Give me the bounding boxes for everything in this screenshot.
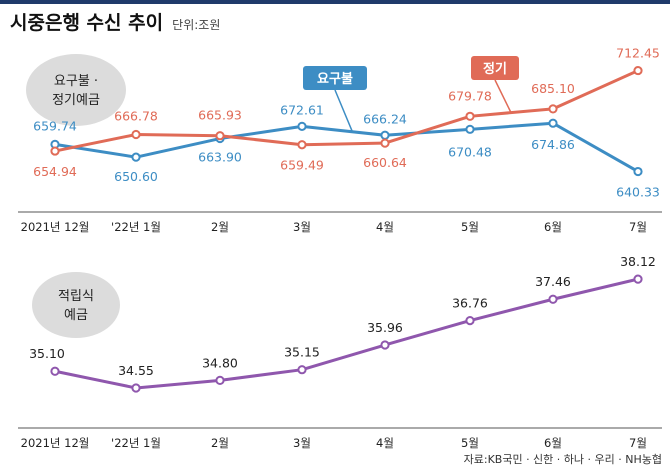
x-tick-label-top: '22년 1월 [111, 220, 161, 234]
x-tick-label-bottom: 2021년 12월 [21, 436, 90, 450]
installment-series-point [297, 365, 307, 375]
badge-circle-top [26, 54, 126, 126]
installment-value-label: 35.96 [367, 320, 403, 335]
demand-tag-leader [334, 89, 353, 132]
source-note: 자료:KB국민 · 신한 · 하나 · 우리 · NH농협 [463, 453, 662, 466]
time-value-label: 660.64 [363, 155, 407, 170]
installment-series-line [54, 277, 639, 390]
demand-series-line [54, 121, 639, 173]
badge-circle-bottom [32, 272, 120, 338]
demand-tag [303, 66, 367, 90]
time-series-point [465, 111, 475, 121]
x-tick-label-top: 2021년 12월 [21, 220, 90, 234]
x-tick-label-top: 4월 [376, 220, 394, 234]
demand-value-label: 674.86 [531, 137, 575, 152]
time-value-label: 659.49 [280, 158, 324, 173]
time-series-point [380, 138, 390, 148]
demand-tag-label: 요구불 [317, 72, 353, 87]
x-tick-label-bottom: '22년 1월 [111, 436, 161, 450]
demand-value-label: 670.48 [448, 144, 492, 159]
installment-value-label: 37.46 [535, 274, 571, 289]
installment-series-point [50, 366, 60, 376]
time-value-label: 712.45 [616, 46, 660, 61]
demand-value-label: 659.74 [33, 118, 77, 133]
demand-value-label: 663.90 [198, 150, 242, 165]
installment-series-point [548, 294, 558, 304]
badge-label-line2: 예금 [64, 308, 88, 323]
installment-value-label: 34.80 [202, 355, 238, 370]
demand-series-point [548, 118, 558, 128]
x-tick-label-bottom: 3월 [293, 436, 311, 450]
header-bar [0, 0, 670, 4]
x-tick-label-top: 2월 [211, 220, 229, 234]
x-tick-label-top: 3월 [293, 220, 311, 234]
installment-value-label: 36.76 [452, 296, 488, 311]
time-value-label: 666.78 [114, 109, 158, 124]
demand-series-point [633, 166, 643, 177]
installment-series-point [633, 274, 643, 284]
time-tag [471, 56, 519, 80]
demand-series-point [465, 124, 475, 134]
installment-series-point [380, 340, 390, 350]
unit-label: 단위:조원 [172, 18, 221, 32]
x-tick-label-top: 6월 [544, 220, 562, 234]
demand-value-label: 650.60 [114, 169, 158, 184]
time-value-label: 679.78 [448, 88, 492, 103]
demand-value-label: 666.24 [363, 111, 407, 126]
installment-value-label: 34.55 [118, 363, 154, 378]
x-tick-label-top: 5월 [461, 220, 479, 234]
time-series-point [131, 129, 141, 140]
time-series-point [215, 131, 225, 141]
badge-label-line1: 요구불 · [54, 74, 98, 89]
chart-header: 시중은행 수신 추이 단위:조원 [10, 8, 220, 35]
x-tick-label-top: 7월 [629, 220, 647, 234]
demand-series-point [380, 130, 390, 140]
installment-series-point [131, 383, 141, 393]
demand-series-point [297, 121, 307, 131]
x-tick-label-bottom: 6월 [544, 436, 562, 450]
demand-value-label: 640.33 [616, 185, 660, 200]
time-tag-label: 정기 [483, 61, 507, 77]
chart-title: 시중은행 수신 추이 [10, 12, 164, 34]
time-value-label: 665.93 [198, 108, 242, 123]
time-series-point [297, 140, 307, 150]
demand-series-point [131, 152, 141, 162]
badge-label-line1: 적립식 [58, 289, 94, 304]
time-tag-leader [494, 79, 512, 113]
installment-value-label: 35.10 [29, 346, 65, 361]
time-series-point [548, 104, 558, 114]
installment-value-label: 38.12 [620, 254, 656, 269]
time-value-label: 654.94 [33, 164, 77, 179]
time-series-point [50, 146, 60, 156]
installment-series-point [215, 375, 225, 385]
badge-label-line2: 정기예금 [52, 93, 100, 108]
time-value-label: 685.10 [531, 81, 575, 96]
demand-value-label: 672.61 [280, 102, 324, 117]
time-series-point [633, 65, 643, 76]
x-tick-label-bottom: 7월 [629, 436, 647, 450]
time-series-line [54, 69, 639, 153]
x-tick-label-bottom: 4월 [376, 436, 394, 450]
installment-value-label: 35.15 [284, 345, 320, 360]
installment-series-point [465, 315, 475, 326]
x-tick-label-bottom: 2월 [211, 436, 229, 450]
x-tick-label-bottom: 5월 [461, 436, 479, 450]
